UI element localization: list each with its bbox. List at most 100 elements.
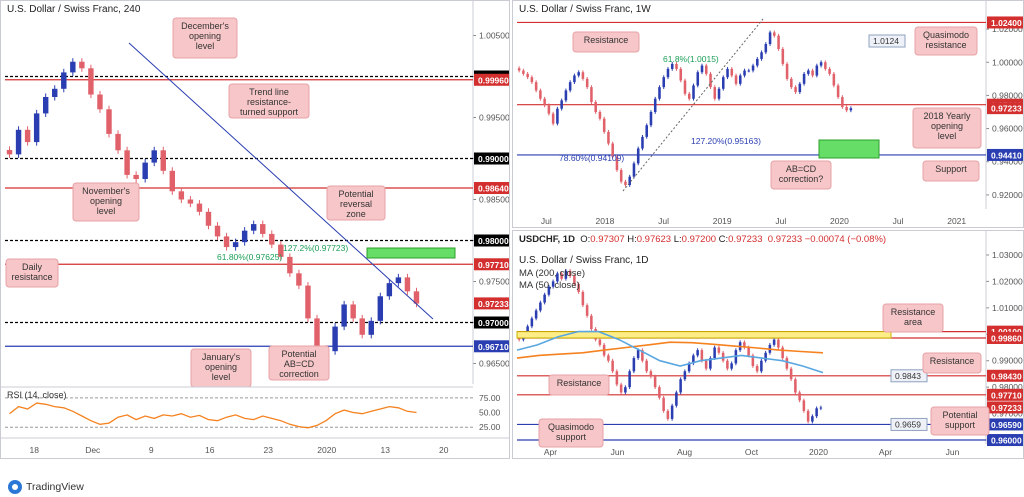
candle-body — [359, 318, 365, 335]
time-tick-label: 13 — [381, 445, 391, 455]
candle-body — [687, 363, 691, 372]
daily-chart-pane[interactable]: 1.030001.020001.010001.000000.990000.980… — [512, 230, 1024, 459]
candle-body — [577, 72, 580, 76]
candle-body — [178, 191, 185, 200]
ann-resistance-box — [572, 31, 640, 53]
level-price-badge — [474, 316, 509, 329]
candle-body — [590, 315, 593, 329]
level-price-label: 0.97233 — [991, 403, 1022, 413]
ann-resistance-area-box — [882, 303, 944, 333]
candle-body — [142, 162, 148, 179]
candle-body — [721, 352, 725, 361]
ann-december-text: opening — [189, 31, 221, 41]
candle-body — [794, 379, 797, 393]
level-price-badge — [474, 152, 509, 165]
fib-label: 61.8%(1.0015) — [663, 54, 719, 64]
ann-resistance-1-box — [922, 352, 982, 374]
candle-body — [845, 107, 848, 111]
candle-body — [683, 371, 687, 380]
time-tick-label: 2019 — [713, 216, 732, 226]
level-price-badge — [987, 16, 1023, 29]
candle-body — [709, 358, 712, 369]
candle-body — [824, 62, 827, 69]
weekly-chart-pane[interactable]: 1.02000 1.00000 0.98000 0.96000 0.94000 0.920… — [512, 0, 1024, 228]
time-tick-label: Dec — [85, 445, 101, 455]
candle-body — [806, 410, 810, 422]
price-tick-label: 1.00500 — [479, 31, 510, 41]
price-tick-label: 0.92000 — [992, 190, 1023, 200]
candle-body — [151, 150, 157, 163]
boxed-level — [890, 369, 928, 383]
candle-body — [760, 52, 763, 59]
candle-body — [287, 256, 293, 274]
price-tick-label: 1.01000 — [992, 303, 1023, 313]
ann-december-box — [172, 17, 238, 59]
candle-body — [79, 61, 85, 69]
ma50-legend: MA (50, close) — [519, 280, 580, 291]
level-price-badge — [987, 388, 1023, 401]
weekly-chart-title: U.S. Dollar / Swiss Franc, 1W — [519, 4, 651, 15]
candle-body — [781, 48, 785, 64]
candle-body — [658, 87, 661, 99]
footer: TradingView — [0, 478, 1024, 497]
price-tick-label: 0.97000 — [992, 409, 1023, 419]
time-tick-label: Jul — [541, 216, 552, 226]
candle-body — [632, 358, 636, 372]
time-tick-label: Jul — [775, 216, 786, 226]
tradingview-brand[interactable]: TradingView — [8, 480, 84, 494]
ohlc-close: 0.97233 — [728, 234, 763, 245]
candle-body — [42, 97, 49, 114]
candle-body — [717, 347, 721, 353]
time-tick-label: 2018 — [595, 216, 614, 226]
candle-body — [296, 273, 302, 286]
candle-body — [798, 392, 801, 401]
boxed-level-label: 0.9659 — [895, 419, 921, 429]
candle-body — [404, 277, 411, 292]
level-price-badge — [474, 297, 509, 310]
h4-chart: 1.005001.000000.995000.990000.985000.980… — [1, 1, 510, 458]
level-price-label: 0.96000 — [991, 436, 1022, 446]
candle-body — [573, 276, 576, 285]
ann-support-text: Support — [935, 164, 967, 174]
candle-body — [88, 68, 94, 95]
time-tick-label: 2021 — [947, 216, 966, 226]
candle-body — [169, 170, 176, 192]
support-zone — [818, 139, 880, 159]
ann-resistance-1-text: Resistance — [930, 356, 975, 366]
ann-yearly-open-box — [912, 107, 982, 149]
candle-body — [747, 70, 751, 72]
candle-body — [547, 286, 551, 295]
candle-body — [590, 87, 593, 103]
candle-body — [717, 88, 721, 99]
level-price-label: 0.99000 — [478, 154, 509, 164]
candle-body — [368, 320, 374, 335]
resistance-area — [516, 331, 892, 339]
candle-body — [611, 360, 614, 372]
ann-january-text: level — [212, 372, 231, 382]
level-price-label: 0.98000 — [478, 236, 509, 246]
candle-body — [556, 273, 559, 282]
candle-body — [794, 87, 797, 93]
candle-body — [6, 149, 13, 155]
candle-body — [773, 32, 776, 36]
rsi-tick-label: 25.00 — [479, 422, 501, 432]
rsi-tick-label: 50.00 — [479, 408, 501, 418]
candle-body — [573, 75, 576, 83]
h4-chart-pane[interactable]: 1.005001.000000.995000.990000.985000.980… — [0, 0, 510, 459]
candle-body — [260, 224, 266, 234]
level-price-badge — [474, 340, 509, 353]
level-price-label: 0.96710 — [478, 342, 509, 352]
candle-body — [679, 68, 683, 81]
ann-november-text: opening — [90, 196, 122, 206]
candle-body — [278, 244, 284, 257]
candle-body — [526, 326, 529, 335]
ann-november-text: November's — [82, 186, 130, 196]
price-tick-label: 1.00000 — [992, 57, 1023, 67]
candle-body — [662, 77, 666, 88]
candle-body — [560, 273, 563, 279]
candle-body — [607, 355, 610, 361]
time-tick-label: 18 — [30, 445, 40, 455]
candle-body — [785, 63, 789, 79]
candle-body — [802, 400, 806, 411]
time-tick-label: 20 — [439, 445, 449, 455]
